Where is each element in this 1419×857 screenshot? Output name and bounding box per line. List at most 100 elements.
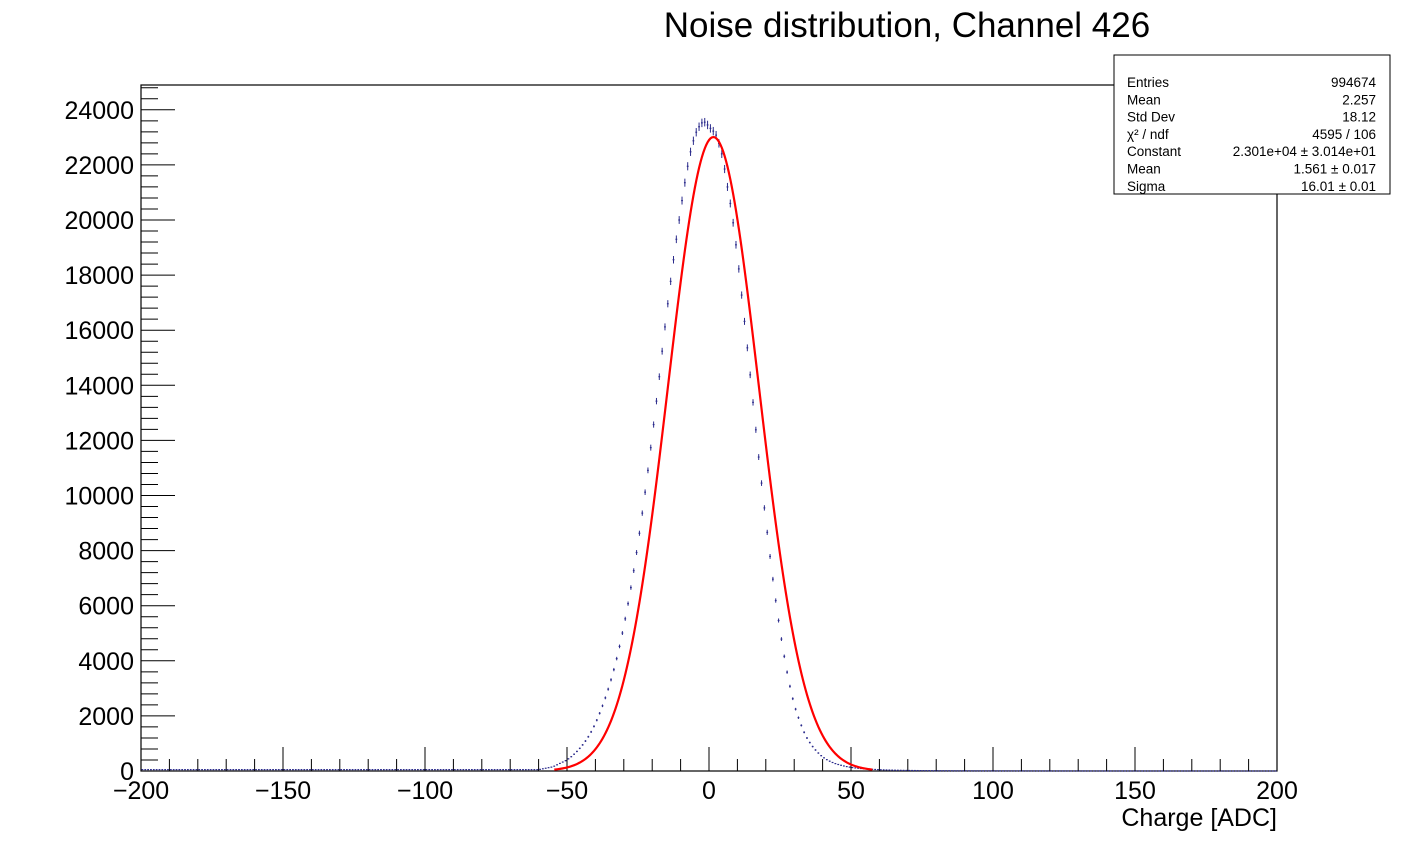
stats-label: Entries (1127, 75, 1169, 90)
histogram-point (706, 120, 709, 130)
histogram-point (635, 550, 638, 555)
histogram-point (766, 529, 769, 535)
stats-label: Sigma (1127, 179, 1166, 194)
histogram-point (610, 678, 612, 682)
histogram-point (840, 764, 842, 766)
histogram-point (649, 444, 652, 451)
histogram-point (752, 399, 754, 406)
x-tick-label: 50 (837, 777, 865, 805)
x-tick-label: −100 (397, 777, 453, 805)
stats-value: 2.301e+04 ± 3.014e+01 (1233, 144, 1376, 159)
histogram-point (737, 265, 740, 273)
histogram-point (604, 696, 607, 700)
histogram-point (783, 654, 786, 659)
histogram-point (618, 644, 621, 649)
stats-value: 1.561 ± 0.017 (1294, 162, 1376, 177)
stats-rows: Entries 994674 Mean 2.257 Std Dev 18.12 χ² / n… (1127, 75, 1376, 194)
y-tick-label: 4000 (78, 648, 134, 676)
stats-box-frame (1113, 54, 1391, 195)
histogram-point (689, 147, 692, 156)
histogram-point (567, 758, 570, 760)
histogram-point (544, 767, 547, 769)
x-tick-label: 100 (972, 777, 1014, 805)
histogram-point (740, 291, 743, 299)
histogram-point (800, 724, 803, 727)
histogram-point (820, 754, 823, 757)
histogram-point (777, 618, 780, 623)
stats-label: Std Dev (1127, 110, 1175, 125)
histogram-point (692, 136, 695, 145)
histogram-point (573, 753, 575, 755)
histogram-point (703, 117, 706, 127)
histogram-point (806, 737, 808, 739)
histogram-point (811, 745, 814, 748)
histogram-point (709, 124, 712, 133)
y-tick-label: 8000 (78, 538, 134, 566)
stats-value: 16.01 ± 0.01 (1301, 179, 1376, 194)
x-tick-label: −200 (113, 777, 169, 805)
y-tick-label: 6000 (78, 593, 134, 621)
histogram-point (615, 656, 618, 661)
histogram-point (550, 766, 553, 768)
histogram-point (675, 235, 678, 244)
histogram-point (664, 323, 666, 331)
histogram-point (698, 122, 700, 131)
histogram-point (823, 757, 825, 759)
x-tick-label: −150 (255, 777, 311, 805)
y-tick-label: 10000 (64, 482, 134, 510)
histogram-point (803, 731, 806, 734)
histogram-point (695, 128, 698, 137)
histogram-point (590, 730, 593, 733)
histogram-point (547, 767, 550, 769)
histogram-point (627, 601, 629, 606)
histogram-point (672, 255, 675, 264)
histogram-point (837, 763, 840, 766)
histogram-point (647, 467, 649, 474)
y-axis-ticks (141, 87, 175, 772)
histogram-data-points (141, 117, 1277, 772)
histogram-point (851, 766, 854, 769)
histogram-point (791, 697, 794, 701)
histogram-point (630, 585, 632, 590)
plot-frame (140, 84, 1278, 772)
histogram-point (683, 178, 686, 187)
histogram-point (624, 616, 627, 621)
histogram-point (732, 218, 735, 227)
histogram-point (584, 740, 587, 742)
histogram-point (786, 670, 788, 674)
histogram-point (564, 760, 567, 762)
histogram-point (843, 765, 845, 767)
histogram-point (621, 631, 624, 635)
histogram-point (828, 760, 831, 762)
y-tick-label: 20000 (64, 207, 134, 235)
histogram-point (601, 704, 604, 708)
histogram-point (681, 196, 683, 205)
histogram-point (808, 741, 811, 744)
histogram-point (666, 300, 669, 308)
y-tick-label: 14000 (64, 372, 134, 400)
y-tick-label: 18000 (64, 262, 134, 290)
histogram-point (556, 764, 558, 766)
y-axis-tick-labels: 0 2000 4000 6000 8000 10000 12000 14000 16000 180… (64, 97, 134, 786)
stats-label: χ² / ndf (1127, 127, 1169, 142)
histogram-point (743, 317, 746, 325)
histogram-point (570, 756, 573, 758)
stats-value: 994674 (1331, 75, 1377, 90)
histogram-point (769, 554, 771, 559)
histogram-point (797, 716, 800, 719)
stats-value: 2.257 (1342, 92, 1376, 107)
histogram-point (638, 530, 641, 536)
histogram-point (726, 182, 729, 191)
histogram-point (655, 397, 658, 405)
x-tick-label: 150 (1114, 777, 1156, 805)
histogram-point (561, 761, 564, 763)
stats-label: Mean (1127, 162, 1161, 177)
histogram-point (789, 684, 791, 688)
histogram-point (831, 761, 834, 764)
stats-box: Entries 994674 Mean 2.257 Std Dev 18.12 χ² / n… (1113, 54, 1391, 195)
histogram-point (794, 707, 797, 711)
x-axis-tick-labels: −200 −150 −100 −50 0 50 100 150 200 (113, 777, 1298, 805)
histogram-point (723, 164, 726, 174)
histogram-point (825, 759, 828, 761)
